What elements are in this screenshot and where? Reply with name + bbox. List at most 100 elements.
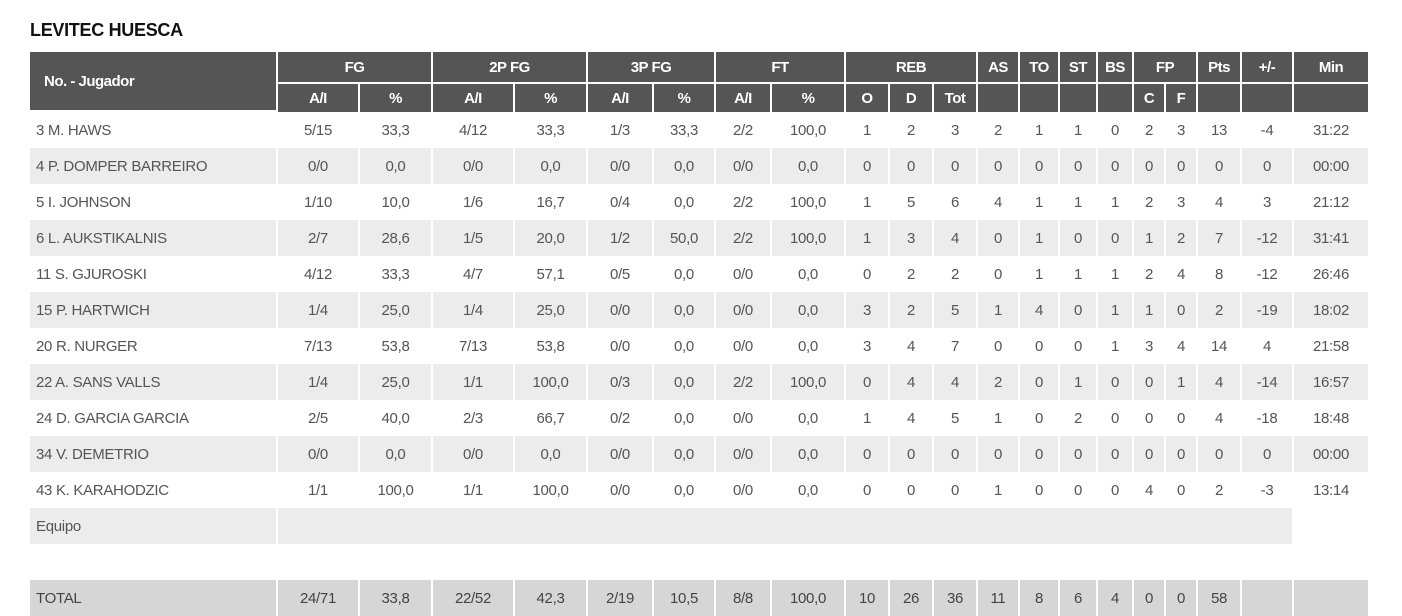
stat-reb-o: 1 xyxy=(846,184,888,220)
stat-bs: 0 xyxy=(1098,148,1132,184)
player-row: 3 M. HAWS 5/15 33,3 4/12 33,3 1/3 33,3 2/2 100,0… xyxy=(30,112,1368,148)
total-label: TOTAL xyxy=(30,580,276,616)
stat-bs: 0 xyxy=(1098,364,1132,400)
stat-3p-pct: 0,0 xyxy=(654,436,714,472)
pts-subheader xyxy=(1198,84,1240,112)
stat-fp-c: 2 xyxy=(1134,184,1164,220)
stat-fg-pct: 0,0 xyxy=(360,436,431,472)
stat-ft-ai: 0/0 xyxy=(716,472,770,508)
stat-2p-pct: 20,0 xyxy=(515,220,586,256)
stat-ft-pct: 0,0 xyxy=(772,436,844,472)
stat-fg-pct: 100,0 xyxy=(360,472,431,508)
player-name: 11 S. GJUROSKI xyxy=(30,256,276,292)
stat-2p-pct: 100,0 xyxy=(515,472,586,508)
stat-3p-pct: 50,0 xyxy=(654,220,714,256)
stat-2p-ai: 2/3 xyxy=(433,400,513,436)
stat-to: 1 xyxy=(1020,112,1058,148)
stat-2p-ai: 1/6 xyxy=(433,184,513,220)
stat-as: 1 xyxy=(978,472,1018,508)
stat-to: 0 xyxy=(1020,148,1058,184)
stat-as: 2 xyxy=(978,364,1018,400)
stat-as: 1 xyxy=(978,400,1018,436)
stat-st: 1 xyxy=(1060,112,1096,148)
player-name: 3 M. HAWS xyxy=(30,112,276,148)
total-fg-ai: 24/71 xyxy=(278,580,358,616)
total-2p-ai: 22/52 xyxy=(433,580,513,616)
total-ft-ai: 8/8 xyxy=(716,580,770,616)
stat-pts: 2 xyxy=(1198,292,1240,328)
stat-3p-ai: 0/0 xyxy=(588,328,652,364)
stat-pts: 4 xyxy=(1198,184,1240,220)
stat-3p-pct: 33,3 xyxy=(654,112,714,148)
stat-reb-tot: 0 xyxy=(934,148,976,184)
3p-fg-header: 3P FG xyxy=(588,52,714,84)
stat-plus-minus: -18 xyxy=(1242,400,1292,436)
stat-ft-ai: 2/2 xyxy=(716,364,770,400)
stat-3p-pct: 0,0 xyxy=(654,256,714,292)
stat-plus-minus: 0 xyxy=(1242,436,1292,472)
player-row: 22 A. SANS VALLS 1/4 25,0 1/1 100,0 0/3 0,0 2/2… xyxy=(30,364,1368,400)
reb-tot-subheader: Tot xyxy=(934,84,976,112)
stat-bs: 0 xyxy=(1098,220,1132,256)
stat-fg-pct: 25,0 xyxy=(360,292,431,328)
stat-plus-minus: -12 xyxy=(1242,220,1292,256)
stat-reb-d: 0 xyxy=(890,436,932,472)
stat-to: 1 xyxy=(1020,220,1058,256)
total-ft-pct: 100,0 xyxy=(772,580,844,616)
total-fp-c: 0 xyxy=(1134,580,1164,616)
stat-2p-ai: 0/0 xyxy=(433,148,513,184)
player-name: 5 I. JOHNSON xyxy=(30,184,276,220)
stat-2p-pct: 25,0 xyxy=(515,292,586,328)
stat-plus-minus: -3 xyxy=(1242,472,1292,508)
stat-ft-pct: 100,0 xyxy=(772,220,844,256)
player-row: 5 I. JOHNSON 1/10 10,0 1/6 16,7 0/4 0,0 2/2 100,… xyxy=(30,184,1368,220)
stat-pts: 7 xyxy=(1198,220,1240,256)
stat-ft-pct: 0,0 xyxy=(772,328,844,364)
stat-reb-tot: 6 xyxy=(934,184,976,220)
stat-as: 4 xyxy=(978,184,1018,220)
stat-reb-o: 0 xyxy=(846,256,888,292)
stat-plus-minus: 4 xyxy=(1242,328,1292,364)
stat-fg-ai: 1/4 xyxy=(278,364,358,400)
stat-fp-f: 0 xyxy=(1166,472,1196,508)
stat-fp-f: 0 xyxy=(1166,292,1196,328)
stat-2p-pct: 100,0 xyxy=(515,364,586,400)
stat-3p-ai: 0/0 xyxy=(588,292,652,328)
stat-fg-pct: 28,6 xyxy=(360,220,431,256)
stat-fp-c: 1 xyxy=(1134,292,1164,328)
player-row: 20 R. NURGER 7/13 53,8 7/13 53,8 0/0 0,0 0/0 0,0… xyxy=(30,328,1368,364)
stat-plus-minus: -19 xyxy=(1242,292,1292,328)
stat-fg-ai: 1/1 xyxy=(278,472,358,508)
stat-bs: 0 xyxy=(1098,112,1132,148)
stat-ft-ai: 0/0 xyxy=(716,256,770,292)
stat-st: 2 xyxy=(1060,400,1096,436)
stat-ft-pct: 100,0 xyxy=(772,112,844,148)
stat-bs: 0 xyxy=(1098,400,1132,436)
3p-ai-subheader: A/I xyxy=(588,84,652,112)
stat-reb-o: 1 xyxy=(846,400,888,436)
stat-fg-pct: 33,3 xyxy=(360,112,431,148)
stat-plus-minus: -14 xyxy=(1242,364,1292,400)
stat-pts: 8 xyxy=(1198,256,1240,292)
player-row: 11 S. GJUROSKI 4/12 33,3 4/7 57,1 0/5 0,0 0/0 0,… xyxy=(30,256,1368,292)
stat-min: 18:02 xyxy=(1294,292,1368,328)
stat-min: 31:41 xyxy=(1294,220,1368,256)
ft-pct-subheader: % xyxy=(772,84,844,112)
stat-ft-pct: 100,0 xyxy=(772,184,844,220)
stat-fg-ai: 2/5 xyxy=(278,400,358,436)
stat-ft-pct: 0,0 xyxy=(772,400,844,436)
stat-reb-o: 1 xyxy=(846,112,888,148)
stat-fg-ai: 5/15 xyxy=(278,112,358,148)
box-score-table: No. - Jugador FG 2P FG 3P FG FT REB AS T… xyxy=(28,52,1370,616)
stat-fp-f: 1 xyxy=(1166,364,1196,400)
stat-reb-o: 3 xyxy=(846,292,888,328)
stat-fp-c: 0 xyxy=(1134,400,1164,436)
stat-3p-pct: 0,0 xyxy=(654,184,714,220)
stat-fp-c: 0 xyxy=(1134,364,1164,400)
2p-ai-subheader: A/I xyxy=(433,84,513,112)
reb-header: REB xyxy=(846,52,976,84)
player-name: 22 A. SANS VALLS xyxy=(30,364,276,400)
to-header: TO xyxy=(1020,52,1058,84)
stat-pts: 2 xyxy=(1198,472,1240,508)
stat-fp-c: 0 xyxy=(1134,436,1164,472)
